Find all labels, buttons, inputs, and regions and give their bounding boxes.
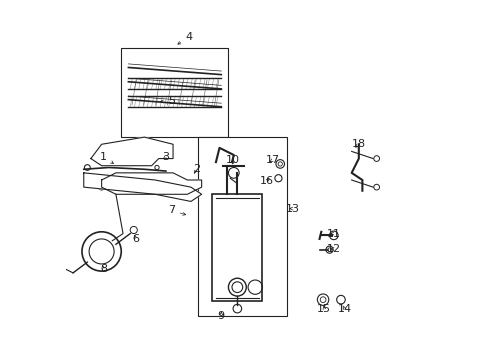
Text: 14: 14 xyxy=(337,303,351,314)
Text: 16: 16 xyxy=(260,176,273,186)
Text: 15: 15 xyxy=(317,303,330,314)
Text: 12: 12 xyxy=(326,244,340,254)
Bar xyxy=(121,48,228,137)
Circle shape xyxy=(170,184,176,190)
Bar xyxy=(198,137,287,316)
Text: 8: 8 xyxy=(100,264,107,274)
Text: 3: 3 xyxy=(162,152,169,162)
Text: 11: 11 xyxy=(326,229,340,239)
Polygon shape xyxy=(91,137,173,166)
Polygon shape xyxy=(83,173,201,202)
Text: 5: 5 xyxy=(160,96,174,107)
Text: 4: 4 xyxy=(178,32,192,44)
Polygon shape xyxy=(102,173,201,194)
Text: 6: 6 xyxy=(132,234,139,244)
Text: 10: 10 xyxy=(225,156,239,165)
Text: 18: 18 xyxy=(351,139,365,149)
Bar xyxy=(212,194,262,301)
Text: 9: 9 xyxy=(217,311,224,321)
Circle shape xyxy=(99,184,104,190)
Text: 13: 13 xyxy=(285,203,299,213)
Text: 7: 7 xyxy=(167,205,185,215)
Circle shape xyxy=(113,181,119,186)
Text: 17: 17 xyxy=(265,155,280,165)
Text: 1: 1 xyxy=(100,152,113,163)
Circle shape xyxy=(156,181,162,186)
Text: 2: 2 xyxy=(192,164,200,174)
